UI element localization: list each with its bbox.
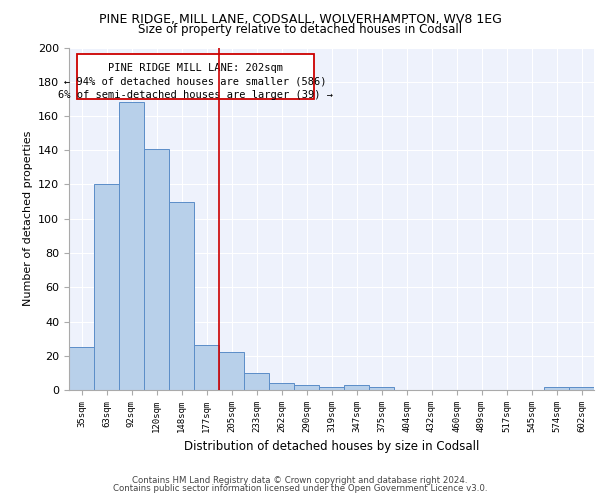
Text: ← 94% of detached houses are smaller (586): ← 94% of detached houses are smaller (58… <box>64 76 326 86</box>
Bar <box>219 352 244 390</box>
Y-axis label: Number of detached properties: Number of detached properties <box>23 131 32 306</box>
Bar <box>544 386 569 390</box>
Bar <box>94 184 119 390</box>
Bar <box>569 386 594 390</box>
Text: PINE RIDGE, MILL LANE, CODSALL, WOLVERHAMPTON, WV8 1EG: PINE RIDGE, MILL LANE, CODSALL, WOLVERHA… <box>98 12 502 26</box>
Text: Contains public sector information licensed under the Open Government Licence v3: Contains public sector information licen… <box>113 484 487 493</box>
Bar <box>269 383 294 390</box>
Bar <box>244 373 269 390</box>
Bar <box>144 148 169 390</box>
Text: PINE RIDGE MILL LANE: 202sqm: PINE RIDGE MILL LANE: 202sqm <box>108 63 283 73</box>
Bar <box>69 347 94 390</box>
Bar <box>319 386 344 390</box>
Text: 6% of semi-detached houses are larger (39) →: 6% of semi-detached houses are larger (3… <box>58 90 333 101</box>
Text: Size of property relative to detached houses in Codsall: Size of property relative to detached ho… <box>138 22 462 36</box>
Bar <box>77 54 314 99</box>
Bar <box>169 202 194 390</box>
Text: Contains HM Land Registry data © Crown copyright and database right 2024.: Contains HM Land Registry data © Crown c… <box>132 476 468 485</box>
Bar <box>194 346 219 390</box>
Bar <box>369 386 394 390</box>
Bar <box>294 385 319 390</box>
Bar <box>119 102 144 390</box>
Bar <box>344 385 369 390</box>
X-axis label: Distribution of detached houses by size in Codsall: Distribution of detached houses by size … <box>184 440 479 454</box>
